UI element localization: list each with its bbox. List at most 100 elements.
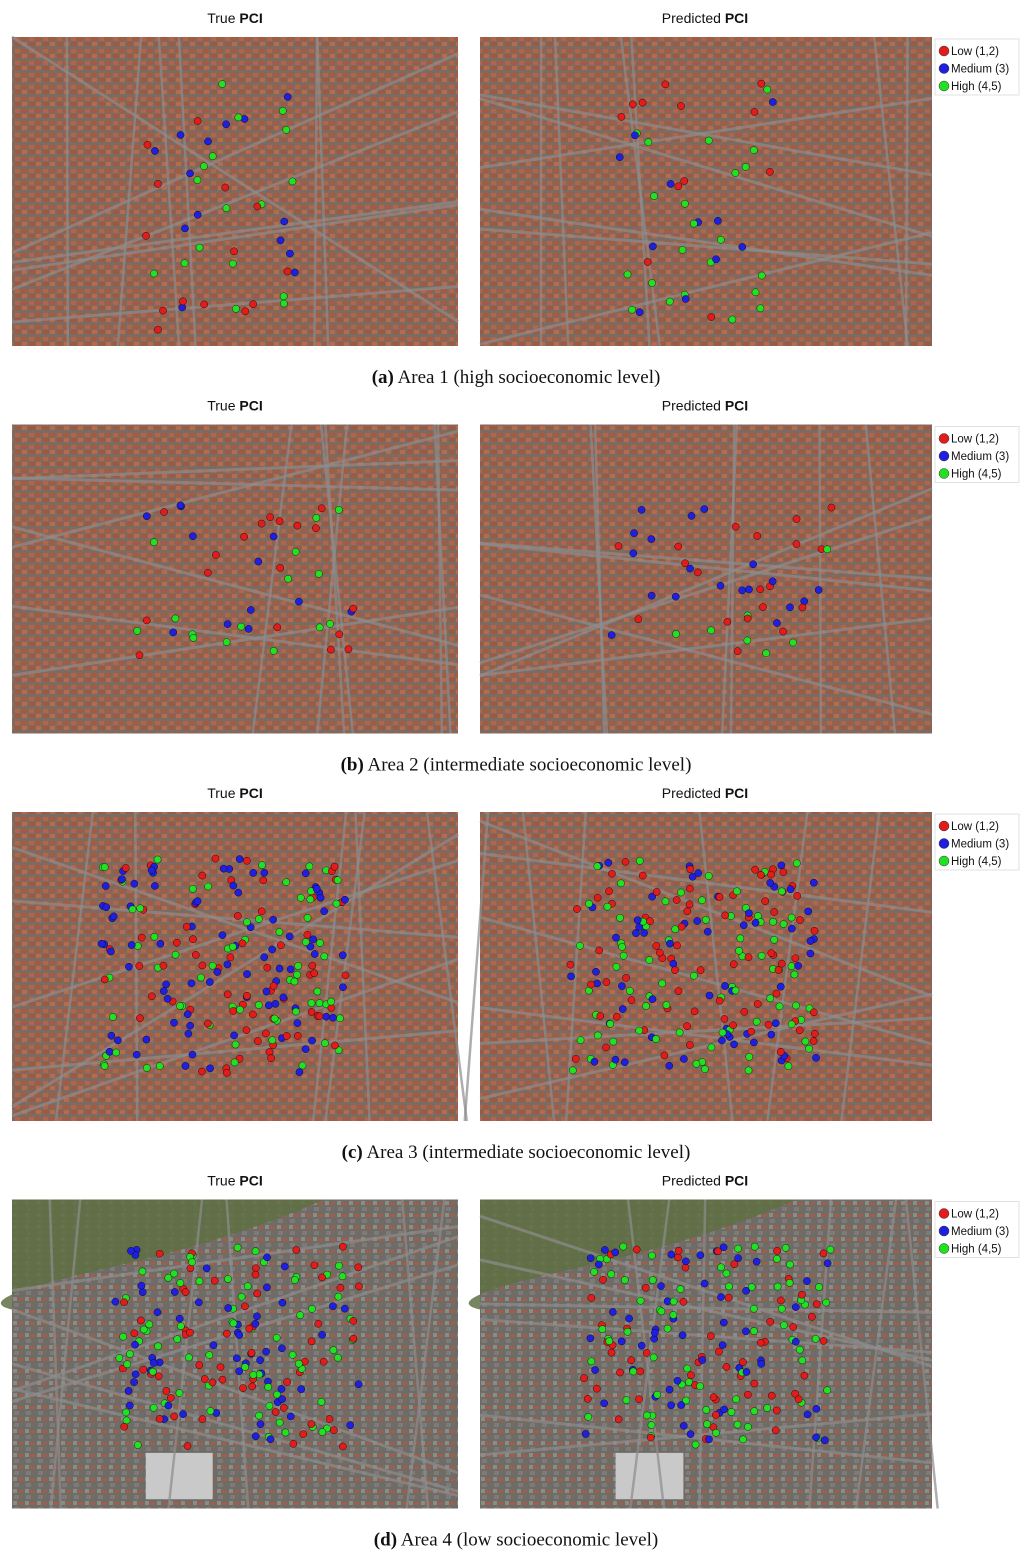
pci-marker	[773, 1407, 780, 1414]
pci-marker	[613, 963, 620, 970]
pci-marker	[318, 505, 325, 512]
pci-marker	[150, 270, 157, 277]
pci-marker	[294, 1032, 301, 1039]
pci-marker	[154, 180, 161, 187]
pci-marker	[265, 1383, 272, 1390]
pci-marker	[302, 870, 309, 877]
pci-marker	[249, 1383, 256, 1390]
pci-marker	[823, 1299, 830, 1306]
pci-marker	[616, 914, 623, 921]
pci-marker	[795, 962, 802, 969]
pci-marker	[740, 1436, 747, 1443]
pci-marker	[116, 1354, 123, 1361]
pci-marker	[675, 1247, 682, 1254]
pci-marker	[219, 1376, 226, 1383]
pci-marker	[323, 1013, 330, 1020]
legend-label: High (4,5)	[951, 469, 1002, 481]
pci-marker	[321, 908, 328, 915]
pci-marker	[676, 1029, 683, 1036]
pci-marker	[636, 1027, 643, 1034]
pci-marker	[261, 869, 268, 876]
pci-marker	[799, 1357, 806, 1364]
pci-marker	[313, 514, 320, 521]
pci-marker	[160, 962, 167, 969]
pci-marker	[617, 880, 624, 887]
pci-marker	[143, 513, 150, 520]
pci-marker	[331, 863, 338, 870]
pci-marker	[310, 936, 317, 943]
pci-marker	[291, 978, 298, 985]
pci-marker	[591, 1058, 598, 1065]
pci-marker	[723, 1363, 730, 1370]
pci-marker	[281, 218, 288, 225]
pci-marker	[182, 1062, 189, 1069]
pci-marker	[102, 882, 109, 889]
pci-marker	[270, 647, 277, 654]
pci-marker	[350, 605, 357, 612]
pci-marker	[811, 1030, 818, 1037]
pci-marker	[279, 107, 286, 114]
pci-marker	[618, 113, 625, 120]
pci-marker	[159, 307, 166, 314]
pci-marker	[245, 625, 252, 632]
pci-marker	[295, 598, 302, 605]
pci-marker	[643, 1412, 650, 1419]
pci-marker	[276, 1419, 283, 1426]
pci-marker	[222, 184, 229, 191]
pci-marker	[167, 1394, 174, 1401]
pci-marker	[258, 862, 265, 869]
pci-marker	[107, 948, 114, 955]
pci-marker	[815, 1283, 822, 1290]
pci-marker	[186, 170, 193, 177]
pci-marker	[712, 1429, 719, 1436]
pci-marker	[619, 943, 626, 950]
pci-marker	[633, 1246, 640, 1253]
pci-marker	[714, 217, 721, 224]
pci-marker	[130, 1378, 137, 1385]
pci-marker	[184, 1442, 191, 1449]
pci-marker	[243, 992, 250, 999]
pci-marker	[775, 966, 782, 973]
pci-marker	[313, 885, 320, 892]
pci-marker	[768, 1031, 775, 1038]
pci-marker	[587, 1255, 594, 1262]
pci-marker	[730, 961, 737, 968]
pci-marker	[716, 997, 723, 1004]
pci-marker	[668, 1251, 675, 1258]
pci-marker	[293, 1246, 300, 1253]
pci-marker	[277, 942, 284, 949]
pci-marker	[316, 624, 323, 631]
pci-marker	[177, 502, 184, 509]
pci-marker	[201, 1375, 208, 1382]
pci-marker	[588, 1294, 595, 1301]
pci-marker	[771, 936, 778, 943]
pci-marker	[302, 1046, 309, 1053]
pci-marker	[267, 1436, 274, 1443]
pci-marker	[309, 962, 316, 969]
pci-marker	[329, 1014, 336, 1021]
pci-marker	[272, 1000, 279, 1007]
pci-marker	[751, 1380, 758, 1387]
pci-marker	[667, 180, 674, 187]
pci-marker	[335, 1293, 342, 1300]
pci-marker	[704, 928, 711, 935]
pci-marker	[295, 1360, 302, 1367]
pci-marker	[612, 1249, 619, 1256]
pci-marker	[163, 981, 170, 988]
pci-marker	[750, 1328, 757, 1335]
pci-marker	[649, 1277, 656, 1284]
pci-marker	[684, 1023, 691, 1030]
pci-marker	[252, 1265, 259, 1272]
pci-marker	[745, 1067, 752, 1074]
pci-marker	[255, 558, 262, 565]
pci-marker	[272, 1408, 279, 1415]
legend-label: Low (1,2)	[951, 1209, 999, 1221]
pci-marker	[172, 951, 179, 958]
pci-marker	[204, 1020, 211, 1027]
pci-marker	[114, 1037, 121, 1044]
pci-marker	[601, 1400, 608, 1407]
title-bold: PCI	[239, 10, 262, 26]
pci-marker	[136, 652, 143, 659]
pci-marker	[296, 1069, 303, 1076]
pci-marker	[645, 139, 652, 146]
